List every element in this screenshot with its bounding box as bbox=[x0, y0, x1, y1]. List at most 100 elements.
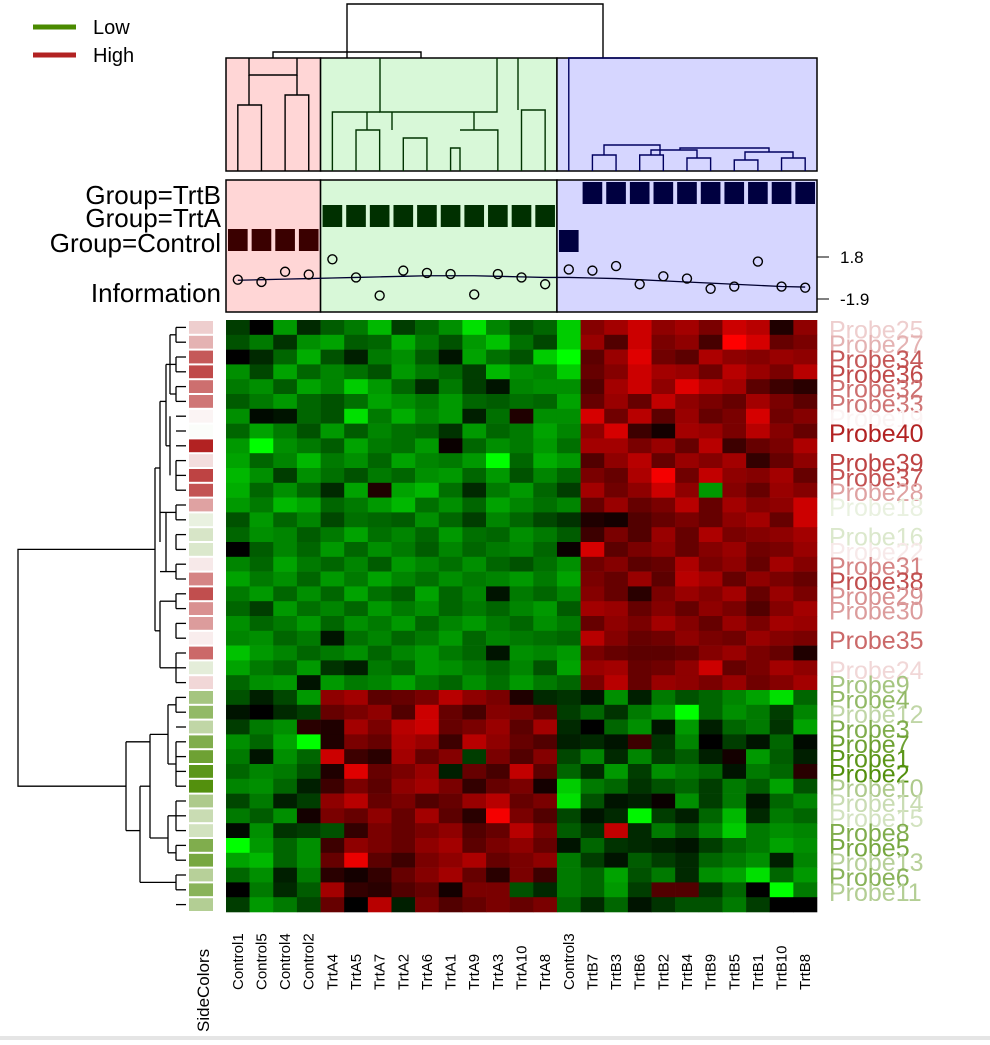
heatmap-cell-probe27-trta8 bbox=[533, 334, 558, 350]
heatmap-cell-probe36-trta5 bbox=[344, 364, 369, 380]
heatmap-cell-probe6-trtb8 bbox=[793, 882, 818, 898]
heatmap-cell-probe31-trta8 bbox=[533, 571, 558, 587]
heatmap-cell-probe26-trta7 bbox=[367, 438, 392, 454]
heatmap-cell-probe26-control1 bbox=[226, 438, 250, 454]
heatmap-cell-probe30-trta9 bbox=[462, 616, 487, 632]
heatmap-cell-probe27-trta6 bbox=[415, 334, 440, 350]
heatmap-cell-probe7-trtb2 bbox=[651, 749, 676, 765]
heatmap-cell-probe22-control3 bbox=[556, 556, 581, 572]
heatmap-cell-probe9-trtb6 bbox=[627, 690, 652, 706]
heatmap-cell-probe30-trta5 bbox=[344, 616, 369, 632]
heatmap-cell-probe30-trtb1 bbox=[746, 616, 771, 632]
heatmap-cell-probe1-trtb1 bbox=[746, 764, 771, 780]
heatmap-cell-probe4-trta10 bbox=[509, 704, 534, 720]
heatmap-cell-probe20-trtb3 bbox=[604, 660, 629, 676]
heatmap-cell-probe8-trta9 bbox=[462, 838, 487, 854]
heatmap-cell-probe22-trtb10 bbox=[769, 556, 794, 572]
heatmap-cell-probe19-trta3 bbox=[486, 408, 510, 424]
heatmap-cell-probe15-trta2 bbox=[391, 823, 416, 839]
heatmap-cell-probe15-trtb5 bbox=[722, 823, 747, 839]
heatmap-cell-probe26-trtb5 bbox=[722, 438, 747, 454]
heatmap-cell-probe33-trtb10 bbox=[769, 394, 794, 410]
side-color-probe38 bbox=[189, 587, 213, 601]
heatmap-cell-probe21-trta6 bbox=[415, 630, 440, 646]
heatmap-cell-probe29b-control3 bbox=[556, 601, 581, 617]
heatmap-cell-probe34-trtb10 bbox=[769, 349, 794, 365]
heatmap-cell-probe6-trta6 bbox=[415, 882, 440, 898]
heatmap-cell-probe11-trta8 bbox=[533, 897, 558, 913]
heatmap-cell-probe37-trta10 bbox=[509, 482, 534, 498]
heatmap-cell-probe6-trta8 bbox=[533, 882, 558, 898]
side-color-probe20 bbox=[189, 661, 213, 675]
heatmap-cell-probe25-trtb1 bbox=[746, 320, 771, 336]
heatmap-cell-probe28-control1 bbox=[226, 497, 250, 513]
heatmap-cell-probe4-trta1 bbox=[438, 704, 463, 720]
heatmap-cell-probe13-trtb10 bbox=[769, 867, 794, 883]
heatmap-cell-probe30-trta4 bbox=[320, 616, 345, 632]
heatmap-cell-probe19-trtb6 bbox=[627, 408, 652, 424]
heatmap-cell-probe3-trta9 bbox=[462, 734, 487, 750]
heatmap-cell-probe32-trtb6 bbox=[627, 379, 652, 395]
heatmap-cell-probe20-trta1 bbox=[438, 660, 463, 676]
heatmap-cell-probe39-control5 bbox=[249, 468, 274, 484]
annot-label-group-trtb: Group=TrtB bbox=[85, 180, 221, 210]
heatmap-cell-probe14-control4 bbox=[273, 808, 298, 824]
heatmap-cell-probe28-control2 bbox=[296, 497, 321, 513]
heatmap-cell-probe29b-trtb4 bbox=[675, 601, 700, 617]
heatmap-cell-probe12-trta10 bbox=[509, 719, 534, 735]
heatmap-cell-probe2-control2 bbox=[296, 778, 321, 794]
heatmap-cell-probe28-trta7 bbox=[367, 497, 392, 513]
heatmap-cell-probe37-trta3 bbox=[486, 482, 510, 498]
heatmap-cell-probe16-control1 bbox=[226, 542, 250, 558]
heatmap-cell-probe30-control3 bbox=[556, 616, 581, 632]
column-label-control2: Control2 bbox=[301, 933, 318, 990]
heatmap-cell-probe31-trtb6 bbox=[627, 571, 652, 587]
heatmap-cell-probe24-trta8 bbox=[533, 675, 558, 691]
heatmap-cell-probe4-trta6 bbox=[415, 704, 440, 720]
heatmap-cell-probe29-trtb7 bbox=[580, 453, 605, 469]
heatmap-cell-probe29b-trta8 bbox=[533, 601, 558, 617]
heatmap-cell-probe19-trta7 bbox=[367, 408, 392, 424]
heatmap-cell-probe28-trtb5 bbox=[722, 497, 747, 513]
heatmap-cell-probe29-trta5 bbox=[344, 453, 369, 469]
row-label-probe4: Probe4 bbox=[829, 686, 910, 714]
heatmap-cell-probe16-trta4 bbox=[320, 542, 345, 558]
heatmap-cell-probe13-trta6 bbox=[415, 867, 440, 883]
dendro-group-box-trtb bbox=[556, 57, 818, 172]
dendro-link-trtb-9 bbox=[679, 147, 770, 152]
heatmap-cell-probe6-trtb4 bbox=[675, 882, 700, 898]
annot-cell-group-control-control5 bbox=[251, 229, 272, 251]
heatmap-cell-probe6-trta10 bbox=[509, 882, 534, 898]
heatmap-cell-probe19-trtb10 bbox=[769, 408, 794, 424]
information-point-trta5 bbox=[350, 272, 362, 283]
row-dendrogram bbox=[17, 326, 186, 906]
heatmap-cell-probe13-trtb2 bbox=[651, 867, 676, 883]
heatmap-cell-probe20-control2 bbox=[296, 660, 321, 676]
heatmap-cell-probe7-control4 bbox=[273, 749, 298, 765]
heatmap-cell-probe34-control4 bbox=[273, 349, 298, 365]
heatmap-cell-probe29-trta9 bbox=[462, 453, 487, 469]
heatmap-cell-probe30-trtb6 bbox=[627, 616, 652, 632]
heatmap-cell-probe24-control1 bbox=[226, 675, 250, 691]
heatmap-cell-probe40-trtb3 bbox=[604, 423, 629, 439]
heatmap-cell-probe32-control4 bbox=[273, 379, 298, 395]
heatmap-cell-probe28-control4 bbox=[273, 497, 298, 513]
heatmap-cell-probe22-control4 bbox=[273, 556, 298, 572]
heatmap-cell-probe40-trta10 bbox=[509, 423, 534, 439]
heatmap-cell-probe29-trta8 bbox=[533, 453, 558, 469]
heatmap-cell-probe22-trtb4 bbox=[675, 556, 700, 572]
row-label-probe1: Probe1 bbox=[829, 746, 910, 774]
heatmap-cell-probe39-trta8 bbox=[533, 468, 558, 484]
heatmap-cell-probe30-trtb5 bbox=[722, 616, 747, 632]
heatmap-cell-probe35-trtb4 bbox=[675, 645, 700, 661]
heatmap-cell-probe38-control2 bbox=[296, 586, 321, 602]
heatmap-cell-probe29b-control4 bbox=[273, 601, 298, 617]
heatmap-cell-probe9-trta1 bbox=[438, 690, 463, 706]
heatmap-cell-probe8-control1 bbox=[226, 838, 250, 854]
heatmap-cell-probe11-trta5 bbox=[344, 897, 369, 913]
heatmap-cell-probe15-control2 bbox=[296, 823, 321, 839]
heatmap-cell-probe17-trta3 bbox=[486, 527, 510, 543]
heatmap-cell-probe35-trta8 bbox=[533, 645, 558, 661]
heatmap-cell-probe17-trta8 bbox=[533, 527, 558, 543]
heatmap-cell-probe4-trtb5 bbox=[722, 704, 747, 720]
